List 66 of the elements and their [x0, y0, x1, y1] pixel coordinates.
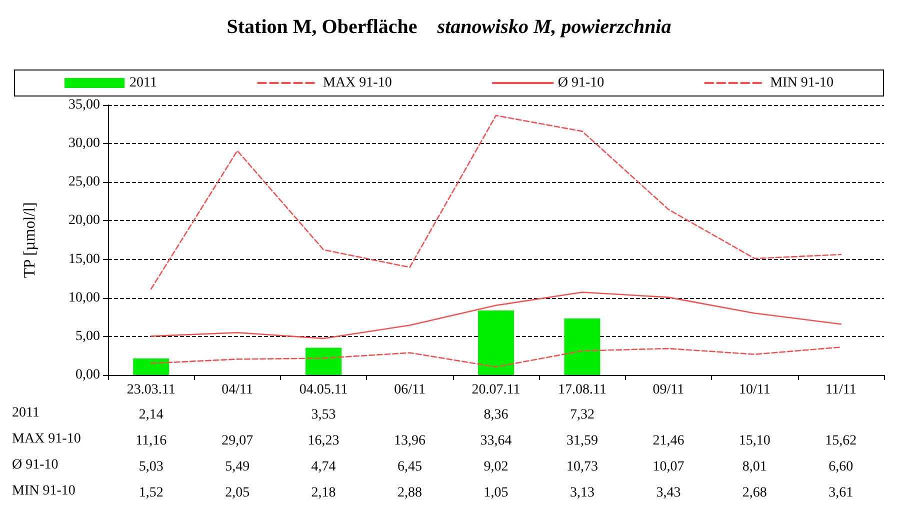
- line-series: [150, 346, 842, 368]
- text: 2011: [12, 406, 40, 420]
- data-label: 6,60: [828, 460, 854, 474]
- data-label: 3,53: [311, 408, 336, 422]
- legend-label: 2011: [130, 76, 157, 90]
- data-label: 5,49: [225, 460, 250, 474]
- chart-subtitle: stanowisko M, powierzchnia: [436, 16, 672, 38]
- y-tick-label: 25,00: [68, 174, 100, 190]
- x-tick-label: 23.03.11: [126, 382, 176, 398]
- data-label: 6,45: [398, 460, 422, 474]
- text: Ø 91-10: [12, 458, 58, 472]
- y-tick-label: 5,00: [76, 328, 100, 344]
- data-label: 2,05: [225, 486, 250, 500]
- x-tick-label: 17.08.11: [558, 382, 606, 398]
- data-label: 31,59: [566, 434, 598, 448]
- legend-label: MIN 91-10: [770, 76, 834, 90]
- x-tick-label: 20.07.11: [472, 382, 520, 398]
- data-label: 13,96: [394, 434, 426, 448]
- data-label: 3,13: [570, 486, 594, 500]
- text: MIN 91-10: [12, 484, 76, 498]
- data-label: 8,36: [484, 408, 508, 422]
- y-tick-label: 20,00: [68, 213, 100, 228]
- data-label: 15,10: [738, 434, 770, 448]
- data-label: 5,03: [138, 460, 164, 474]
- bar: [306, 348, 342, 375]
- x-tick-label: 10/11: [738, 382, 770, 398]
- y-tick-label: 10,00: [68, 290, 100, 306]
- data-label: 33,64: [480, 434, 512, 448]
- bar: [478, 310, 514, 375]
- data-label: 2,68: [742, 486, 767, 500]
- data-label: 10,73: [566, 460, 598, 474]
- line-series: [150, 292, 842, 340]
- bar: [133, 358, 170, 375]
- text: MAX 91-10: [12, 432, 81, 446]
- legend-label: MAX 91-10: [322, 76, 392, 90]
- y-tick-label: 35,00: [68, 98, 100, 112]
- data-label: 10,07: [652, 460, 684, 474]
- y-tick-label: 30,00: [68, 136, 100, 152]
- data-label: 21,46: [652, 434, 684, 448]
- y-tick-label: 0,00: [76, 368, 100, 382]
- data-label: 7,32: [570, 408, 594, 422]
- x-tick-label: 09/11: [652, 382, 684, 398]
- data-label: 3,61: [828, 486, 854, 500]
- data-label: 1,05: [484, 486, 508, 500]
- data-label: 8,01: [742, 460, 767, 474]
- data-label: 2,88: [398, 486, 422, 500]
- data-label: 1,52: [138, 486, 164, 500]
- y-tick-label: 15,00: [68, 252, 100, 267]
- data-label: 9,02: [484, 460, 508, 474]
- chart-title: Station M, Oberfläche: [226, 16, 418, 38]
- legend-label: Ø 91-10: [558, 76, 604, 90]
- data-label: 29,07: [222, 434, 254, 448]
- x-tick-label: 11/11: [825, 382, 856, 398]
- x-tick-label: 04.05.11: [299, 382, 348, 398]
- data-label: 15,62: [825, 434, 857, 448]
- data-label: 11,16: [136, 434, 167, 448]
- data-label: 4,74: [311, 460, 336, 474]
- data-label: 2,14: [138, 408, 164, 422]
- data-label: 3,43: [656, 486, 681, 500]
- line-series: [150, 114, 842, 290]
- x-tick-label: 04/11: [222, 382, 254, 398]
- data-label: 16,23: [308, 434, 340, 448]
- x-tick-label: 06/11: [394, 382, 426, 398]
- bar: [564, 318, 600, 375]
- y-axis-title: TP [µmol/l]: [22, 202, 38, 278]
- data-label: 2,18: [311, 486, 336, 500]
